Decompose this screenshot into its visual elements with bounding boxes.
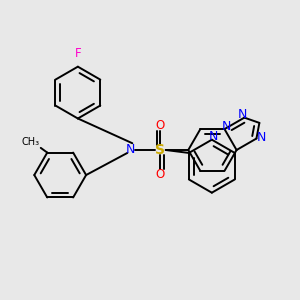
Text: N: N [126,143,136,157]
Text: N: N [222,120,231,133]
Text: CH₃: CH₃ [22,137,40,147]
Text: O: O [156,119,165,132]
Text: O: O [156,168,165,181]
Text: N: N [238,108,248,121]
Text: F: F [74,47,81,60]
Text: N: N [209,130,218,143]
Text: N: N [256,131,266,144]
Text: S: S [155,143,165,157]
